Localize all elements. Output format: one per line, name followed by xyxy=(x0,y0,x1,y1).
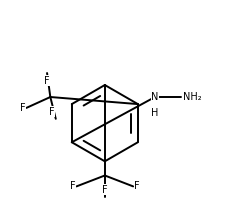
Text: F: F xyxy=(70,181,75,191)
Text: N: N xyxy=(151,92,159,102)
Text: NH₂: NH₂ xyxy=(183,92,202,102)
Text: F: F xyxy=(102,185,108,195)
Text: F: F xyxy=(20,103,25,113)
Text: F: F xyxy=(49,107,55,117)
Text: H: H xyxy=(151,108,159,118)
Text: F: F xyxy=(134,181,140,191)
Text: F: F xyxy=(44,76,50,86)
